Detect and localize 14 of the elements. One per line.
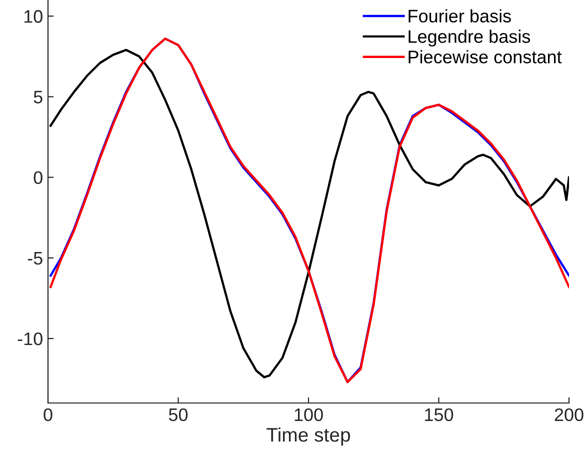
legend-label: Fourier basis [408, 9, 511, 22]
legend-label: Legendre basis [408, 30, 530, 47]
y-tick-label: 5 [34, 90, 42, 104]
x-tick-label: 50 [168, 408, 188, 422]
y-tick-label: -5 [28, 252, 42, 265]
y-tick-label: 0 [34, 171, 42, 184]
y-tick-label: 10 [24, 10, 42, 23]
x-tick-label: 100 [294, 408, 323, 422]
legend-label: Piecewise constant [408, 50, 562, 64]
x-tick-label: 0 [44, 408, 52, 422]
x-tick-label: 200 [554, 408, 584, 422]
y-tick-label: -10 [18, 332, 42, 346]
x-axis-title: Time step [266, 427, 350, 446]
x-tick-label: 150 [425, 408, 454, 422]
